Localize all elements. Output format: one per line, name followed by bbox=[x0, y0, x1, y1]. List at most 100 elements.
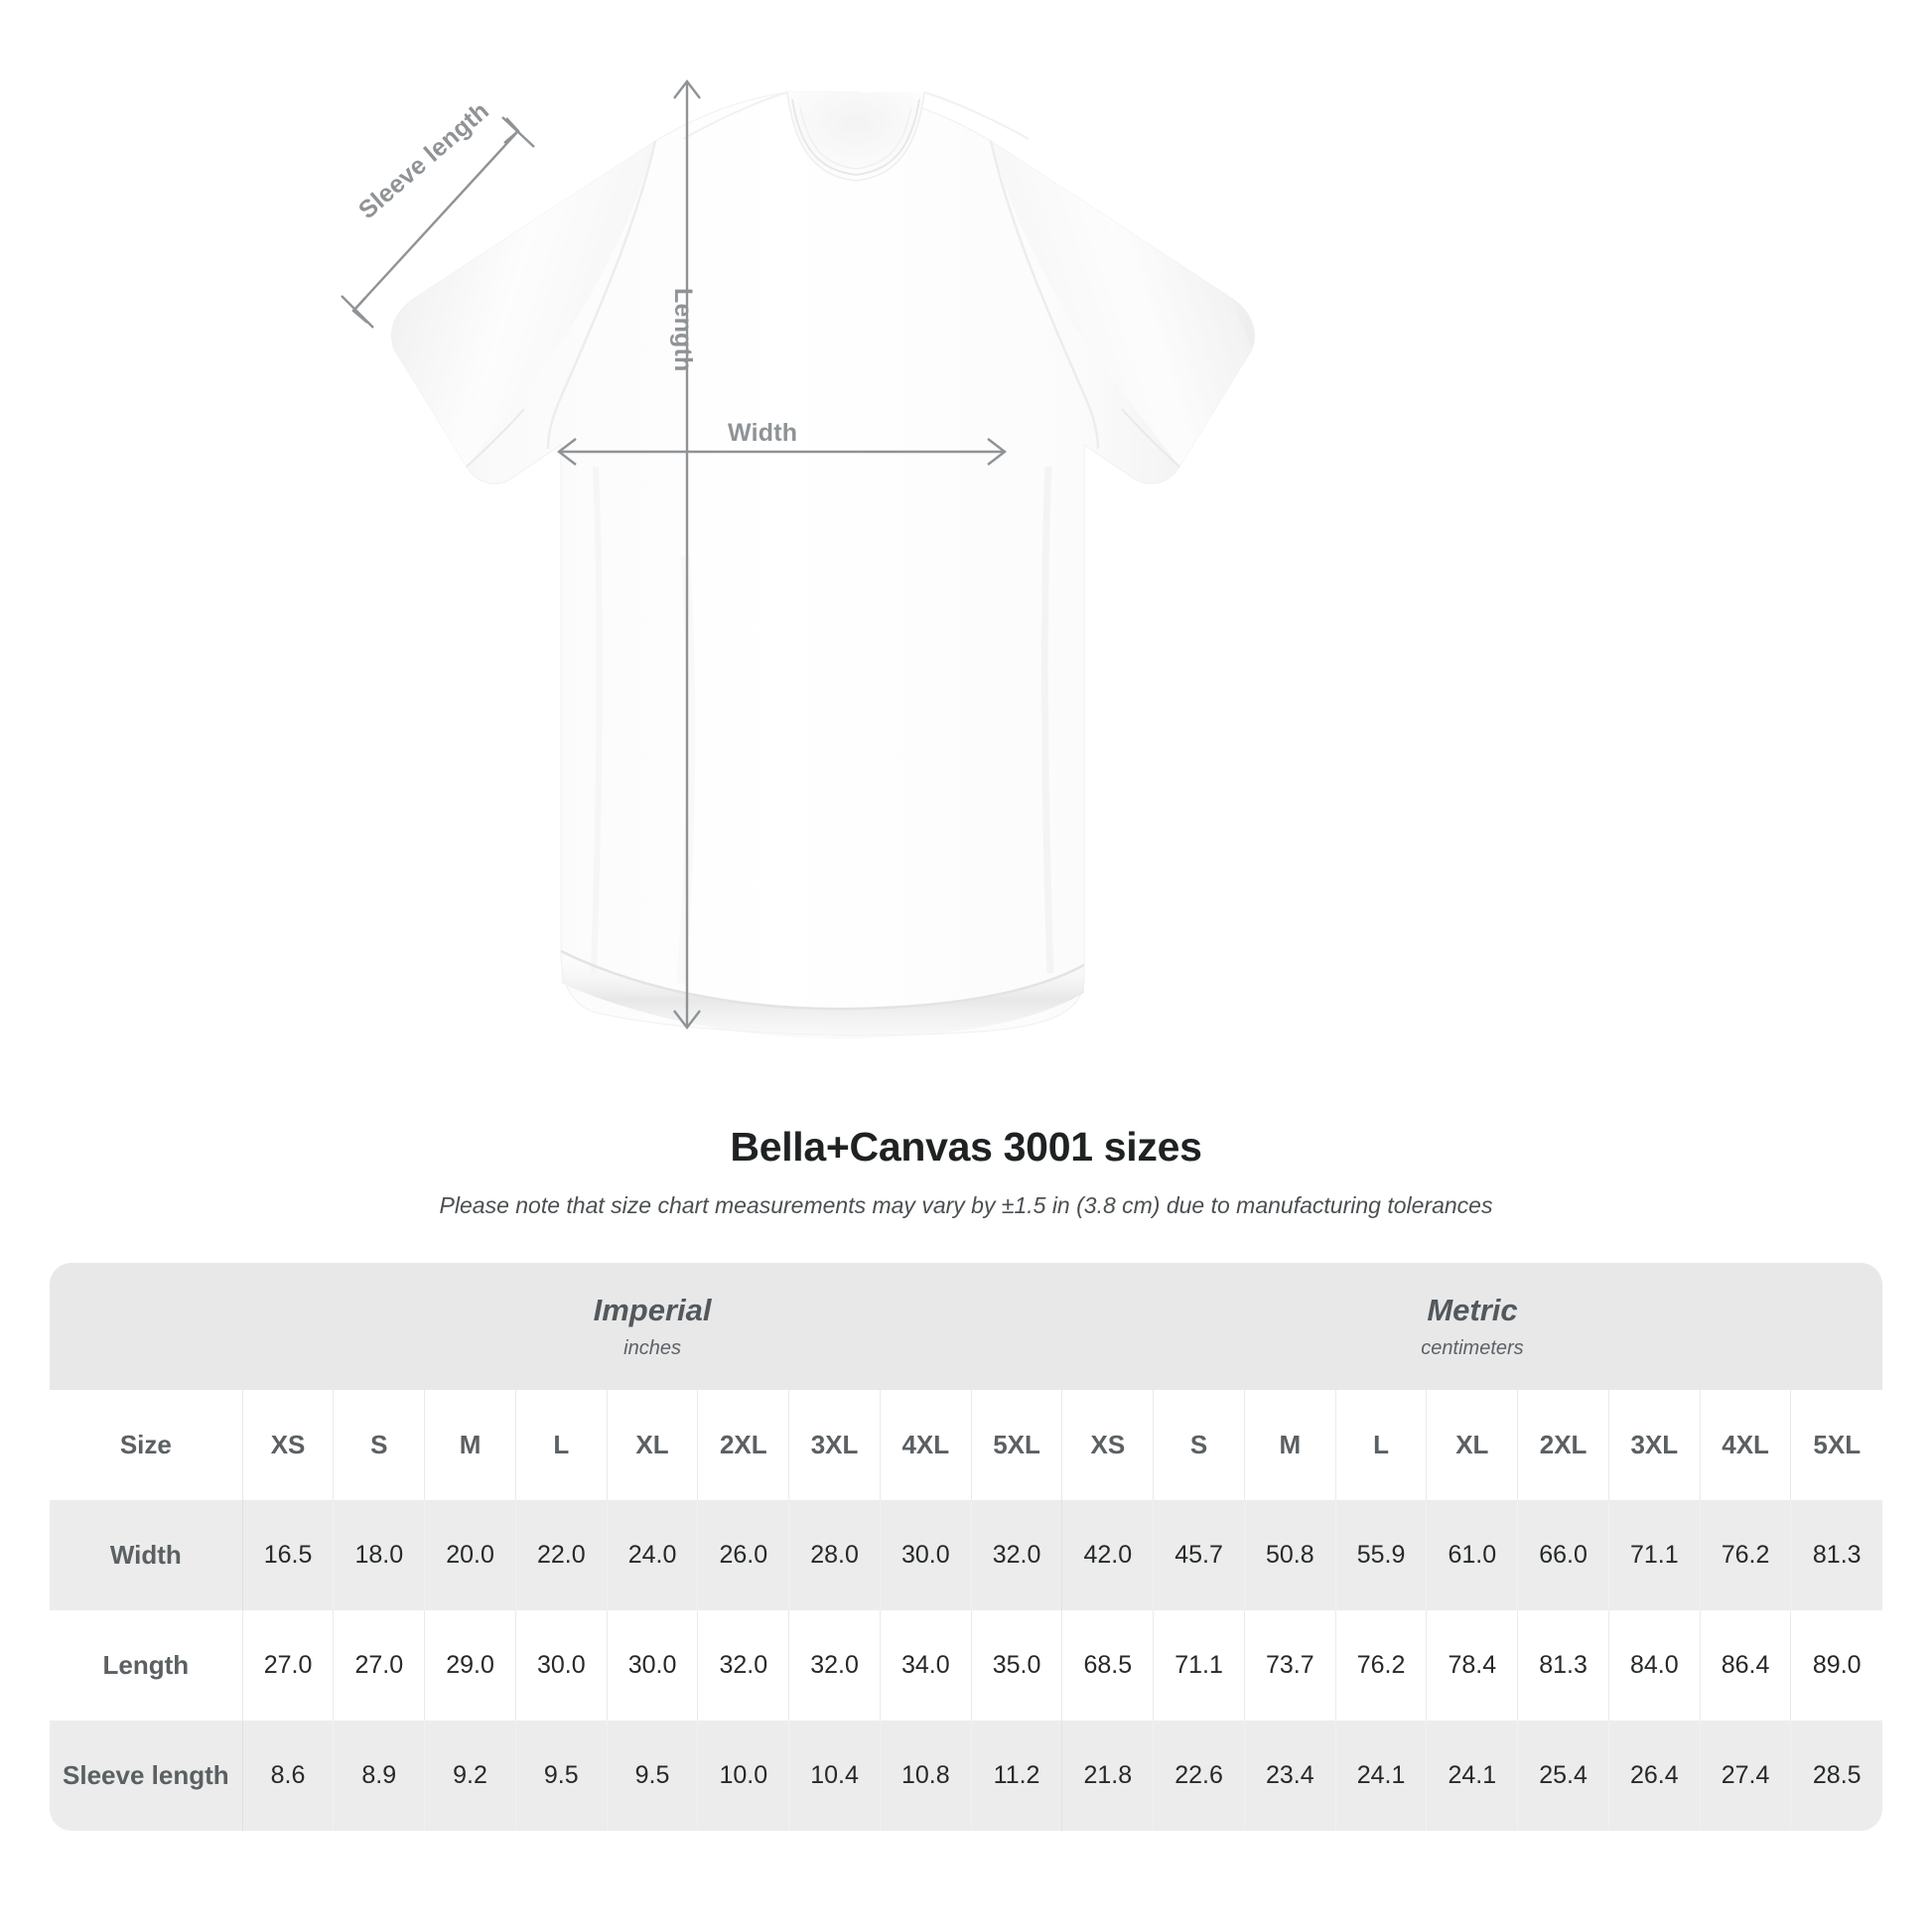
width-arrow bbox=[557, 438, 1007, 466]
tshirt-graphic bbox=[341, 79, 1255, 1039]
column-header-imperial-s: S bbox=[333, 1390, 425, 1500]
cell-sleeve-length-metric-5xl: 28.5 bbox=[1790, 1721, 1882, 1831]
column-header-metric-xs: XS bbox=[1061, 1390, 1154, 1500]
cell-length-metric-m: 73.7 bbox=[1243, 1610, 1336, 1721]
cell-sleeve-length-imperial-xs: 8.6 bbox=[241, 1721, 334, 1831]
unit-group-sub: inches bbox=[623, 1336, 681, 1359]
column-header-metric-2xl: 2XL bbox=[1517, 1390, 1609, 1500]
length-annotation-label: Length bbox=[669, 288, 697, 372]
column-header-metric-5xl: 5XL bbox=[1790, 1390, 1882, 1500]
cell-width-metric-3xl: 71.1 bbox=[1607, 1500, 1701, 1610]
size-chart-table: Imperial inches Metric centimeters Size XS S M L… bbox=[50, 1263, 1882, 1831]
cell-sleeve-length-metric-3xl: 26.4 bbox=[1607, 1721, 1701, 1831]
column-header-imperial-xs: XS bbox=[241, 1390, 334, 1500]
cell-length-metric-3xl: 84.0 bbox=[1607, 1610, 1701, 1721]
cell-length-imperial-4xl: 34.0 bbox=[879, 1610, 972, 1721]
cell-width-imperial-s: 18.0 bbox=[333, 1500, 425, 1610]
cell-sleeve-length-imperial-5xl: 11.2 bbox=[970, 1721, 1062, 1831]
unit-group-name: Metric bbox=[1427, 1293, 1518, 1328]
cell-width-metric-2xl: 66.0 bbox=[1517, 1500, 1609, 1610]
cell-sleeve-length-imperial-m: 9.2 bbox=[424, 1721, 516, 1831]
cell-length-metric-s: 71.1 bbox=[1153, 1610, 1245, 1721]
cell-width-metric-4xl: 76.2 bbox=[1699, 1500, 1791, 1610]
cell-length-imperial-2xl: 32.0 bbox=[697, 1610, 789, 1721]
tshirt-illustration: Sleeve length Length Width bbox=[341, 79, 1255, 1039]
cell-width-metric-xl: 61.0 bbox=[1426, 1500, 1518, 1610]
row-label-width: Width bbox=[50, 1500, 243, 1610]
cell-width-imperial-xl: 24.0 bbox=[606, 1500, 698, 1610]
column-header-metric-xl: XL bbox=[1426, 1390, 1518, 1500]
cell-width-imperial-3xl: 28.0 bbox=[788, 1500, 881, 1610]
sleeve-length-arrow bbox=[341, 116, 535, 329]
cell-sleeve-length-metric-s: 22.6 bbox=[1153, 1721, 1245, 1831]
cell-width-metric-l: 55.9 bbox=[1334, 1500, 1427, 1610]
cell-sleeve-length-metric-xl: 24.1 bbox=[1426, 1721, 1518, 1831]
cell-width-metric-m: 50.8 bbox=[1243, 1500, 1336, 1610]
cell-length-metric-xs: 68.5 bbox=[1061, 1610, 1154, 1721]
cell-length-metric-2xl: 81.3 bbox=[1517, 1610, 1609, 1721]
table-row: Sleeve length 8.6 8.9 9.2 9.5 9.5 10.0 10.4 10.8… bbox=[50, 1721, 1882, 1831]
cell-length-imperial-xl: 30.0 bbox=[606, 1610, 698, 1721]
column-header-metric-l: L bbox=[1334, 1390, 1427, 1500]
cell-width-imperial-xs: 16.5 bbox=[241, 1500, 334, 1610]
page-title: Bella+Canvas 3001 sizes bbox=[730, 1124, 1202, 1170]
cell-width-imperial-5xl: 32.0 bbox=[970, 1500, 1062, 1610]
table-row: Length 27.0 27.0 29.0 30.0 30.0 32.0 32.0 34.0 35… bbox=[50, 1610, 1882, 1721]
column-header-imperial-4xl: 4XL bbox=[879, 1390, 972, 1500]
cell-sleeve-length-metric-xs: 21.8 bbox=[1061, 1721, 1154, 1831]
cell-length-imperial-l: 30.0 bbox=[514, 1610, 608, 1721]
cell-length-imperial-m: 29.0 bbox=[424, 1610, 516, 1721]
cell-length-metric-4xl: 86.4 bbox=[1699, 1610, 1791, 1721]
row-label-length: Length bbox=[50, 1610, 243, 1721]
table-row: Width 16.5 18.0 20.0 22.0 24.0 26.0 28.0 30.0 32.… bbox=[50, 1500, 1882, 1610]
cell-length-metric-5xl: 89.0 bbox=[1790, 1610, 1882, 1721]
column-header-metric-3xl: 3XL bbox=[1607, 1390, 1701, 1500]
unit-band-corner bbox=[50, 1263, 243, 1390]
tolerance-note: Please note that size chart measurements… bbox=[439, 1192, 1493, 1218]
column-header-imperial-2xl: 2XL bbox=[697, 1390, 789, 1500]
title-block: Bella+Canvas 3001 sizes Please note that… bbox=[0, 1124, 1932, 1219]
cell-length-metric-l: 76.2 bbox=[1334, 1610, 1427, 1721]
cell-sleeve-length-metric-4xl: 27.4 bbox=[1699, 1721, 1791, 1831]
cell-length-imperial-5xl: 35.0 bbox=[970, 1610, 1062, 1721]
measurement-annotations bbox=[341, 79, 1007, 1030]
cell-sleeve-length-imperial-4xl: 10.8 bbox=[879, 1721, 972, 1831]
cell-length-imperial-xs: 27.0 bbox=[241, 1610, 334, 1721]
unit-group-metric: Metric centimeters bbox=[1061, 1263, 1882, 1390]
cell-sleeve-length-imperial-xl: 9.5 bbox=[606, 1721, 698, 1831]
cell-width-metric-s: 45.7 bbox=[1153, 1500, 1245, 1610]
column-header-metric-4xl: 4XL bbox=[1699, 1390, 1791, 1500]
length-arrow bbox=[673, 79, 701, 1030]
row-label-sleeve-length: Sleeve length bbox=[50, 1721, 243, 1831]
cell-sleeve-length-imperial-l: 9.5 bbox=[514, 1721, 608, 1831]
cell-length-imperial-s: 27.0 bbox=[333, 1610, 425, 1721]
column-header-imperial-3xl: 3XL bbox=[788, 1390, 881, 1500]
table-header-row: Size XS S M L XL 2XL 3XL 4XL 5XL XS S M L XL 2XL 3XL 4XL 5… bbox=[50, 1390, 1882, 1500]
column-header-imperial-5xl: 5XL bbox=[970, 1390, 1062, 1500]
unit-group-sub: centimeters bbox=[1421, 1336, 1524, 1359]
cell-width-imperial-m: 20.0 bbox=[424, 1500, 516, 1610]
cell-sleeve-length-imperial-3xl: 10.4 bbox=[788, 1721, 881, 1831]
shirt-body bbox=[391, 91, 1255, 1039]
cell-sleeve-length-imperial-2xl: 10.0 bbox=[697, 1721, 789, 1831]
cell-width-imperial-2xl: 26.0 bbox=[697, 1500, 789, 1610]
size-chart-table-wrap: Imperial inches Metric centimeters Size XS S M L… bbox=[50, 1263, 1882, 1831]
column-header-imperial-xl: XL bbox=[606, 1390, 698, 1500]
cell-length-metric-xl: 78.4 bbox=[1426, 1610, 1518, 1721]
cell-sleeve-length-metric-m: 23.4 bbox=[1243, 1721, 1336, 1831]
column-header-imperial-m: M bbox=[424, 1390, 516, 1500]
unit-group-name: Imperial bbox=[593, 1293, 712, 1328]
column-header-metric-m: M bbox=[1243, 1390, 1336, 1500]
unit-group-imperial: Imperial inches bbox=[242, 1263, 1062, 1390]
column-header-size: Size bbox=[50, 1390, 243, 1500]
cell-width-metric-5xl: 81.3 bbox=[1790, 1500, 1882, 1610]
cell-width-imperial-4xl: 30.0 bbox=[879, 1500, 972, 1610]
column-header-imperial-l: L bbox=[514, 1390, 608, 1500]
cell-sleeve-length-metric-2xl: 25.4 bbox=[1517, 1721, 1609, 1831]
column-header-metric-s: S bbox=[1153, 1390, 1245, 1500]
cell-width-metric-xs: 42.0 bbox=[1061, 1500, 1154, 1610]
width-annotation-label: Width bbox=[728, 419, 798, 447]
cell-length-imperial-3xl: 32.0 bbox=[788, 1610, 881, 1721]
cell-sleeve-length-metric-l: 24.1 bbox=[1334, 1721, 1427, 1831]
cell-sleeve-length-imperial-s: 8.9 bbox=[333, 1721, 425, 1831]
